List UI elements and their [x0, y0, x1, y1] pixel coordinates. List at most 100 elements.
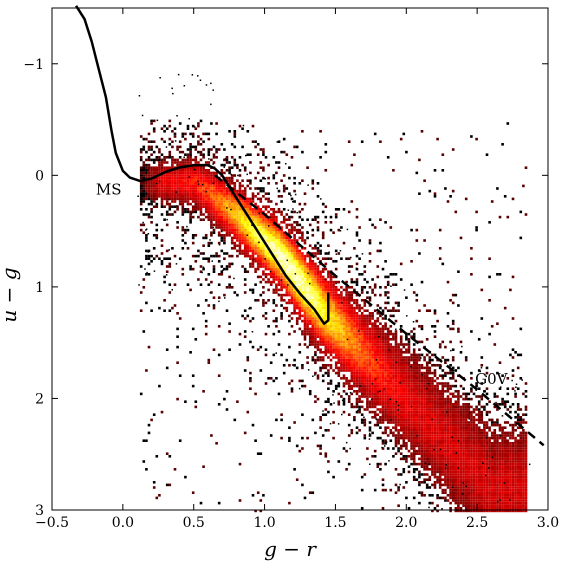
density-cell — [451, 410, 455, 414]
density-cell — [379, 436, 382, 440]
density-cell — [251, 288, 255, 292]
density-cell — [233, 241, 237, 245]
density-cell — [423, 455, 426, 458]
density-cell — [186, 174, 190, 177]
density-cell — [314, 247, 317, 250]
density-cell — [397, 413, 400, 416]
density-cell — [423, 457, 426, 461]
density-cell — [394, 397, 398, 401]
density-cell — [329, 314, 333, 318]
density-cell — [394, 410, 398, 414]
density-cell — [384, 348, 387, 351]
density-cell — [334, 327, 338, 331]
density-cell — [397, 387, 400, 390]
density-cell — [298, 260, 302, 263]
density-cell — [189, 184, 192, 188]
density-cell — [446, 460, 450, 463]
density-cell — [415, 371, 419, 375]
density-cell — [355, 410, 359, 414]
density-cell — [314, 343, 317, 346]
density-cell — [308, 317, 312, 320]
density-cell — [358, 340, 361, 344]
density-cell — [332, 319, 335, 323]
density-cell — [441, 483, 445, 487]
density-cell — [189, 171, 192, 175]
density-cell — [418, 340, 421, 344]
density-cell — [397, 410, 400, 414]
density-cell — [314, 314, 317, 318]
density-cell — [425, 468, 429, 471]
density-cell — [438, 228, 442, 232]
density-cell — [350, 340, 354, 344]
density-cell — [431, 416, 434, 419]
density-cell — [431, 470, 434, 474]
density-cell — [254, 140, 257, 143]
density-cell — [251, 192, 255, 195]
density-cell — [376, 384, 380, 388]
density-cell — [397, 384, 400, 388]
density-cell — [415, 452, 419, 455]
density-cell — [366, 291, 369, 294]
density-cell — [368, 410, 372, 414]
density-cell — [438, 442, 442, 445]
density-cell — [366, 325, 369, 328]
density-cell — [345, 314, 348, 318]
density-cell — [204, 179, 208, 182]
density-cell — [386, 382, 390, 385]
density-cell — [202, 257, 205, 260]
density-cell — [251, 423, 255, 427]
density-cell — [454, 423, 458, 427]
density-cell — [368, 403, 372, 406]
density-cell — [303, 288, 307, 292]
density-cell — [340, 395, 343, 398]
density-cell — [347, 317, 351, 320]
density-cell — [303, 312, 307, 315]
density-cell — [176, 195, 179, 198]
density-cell — [246, 200, 250, 203]
density-cell — [353, 348, 356, 351]
density-cell — [394, 283, 398, 286]
density-cell — [394, 371, 398, 375]
density-cell — [303, 267, 307, 271]
density-cell — [340, 351, 343, 354]
density-cell — [457, 423, 460, 427]
density-cell — [428, 387, 432, 390]
density-cell — [407, 338, 411, 341]
density-cell — [373, 283, 377, 286]
density-cell — [376, 400, 380, 403]
density-cell — [366, 457, 369, 461]
density-cell — [462, 468, 465, 471]
density-cell — [418, 379, 421, 383]
density-cell — [449, 491, 452, 494]
density-cell — [191, 184, 195, 188]
density-cell — [176, 176, 179, 180]
density-cell — [321, 314, 325, 318]
density-cell — [412, 457, 416, 461]
density-cell — [363, 314, 367, 318]
density-cell — [150, 148, 153, 151]
density-cell — [316, 327, 320, 331]
density-cell — [366, 280, 369, 284]
density-cell — [345, 379, 348, 383]
density-cell — [436, 470, 439, 474]
density-cell — [345, 309, 348, 312]
density-cell — [407, 436, 411, 440]
density-cell — [204, 208, 208, 211]
density-cell — [350, 280, 354, 284]
density-cell — [334, 353, 338, 357]
density-cell — [425, 371, 429, 375]
density-cell — [243, 317, 247, 320]
density-cell — [324, 150, 328, 154]
density-cell — [241, 179, 244, 182]
density-cell — [233, 161, 237, 164]
density-cell — [449, 494, 452, 497]
density-cell — [373, 397, 377, 401]
density-cell — [459, 405, 463, 409]
density-cell — [293, 278, 296, 281]
density-cell — [350, 291, 354, 294]
density-cell — [184, 208, 187, 211]
density-cell — [176, 169, 179, 172]
density-cell — [399, 426, 403, 429]
density-cell — [415, 416, 419, 419]
density-cell — [394, 444, 398, 448]
